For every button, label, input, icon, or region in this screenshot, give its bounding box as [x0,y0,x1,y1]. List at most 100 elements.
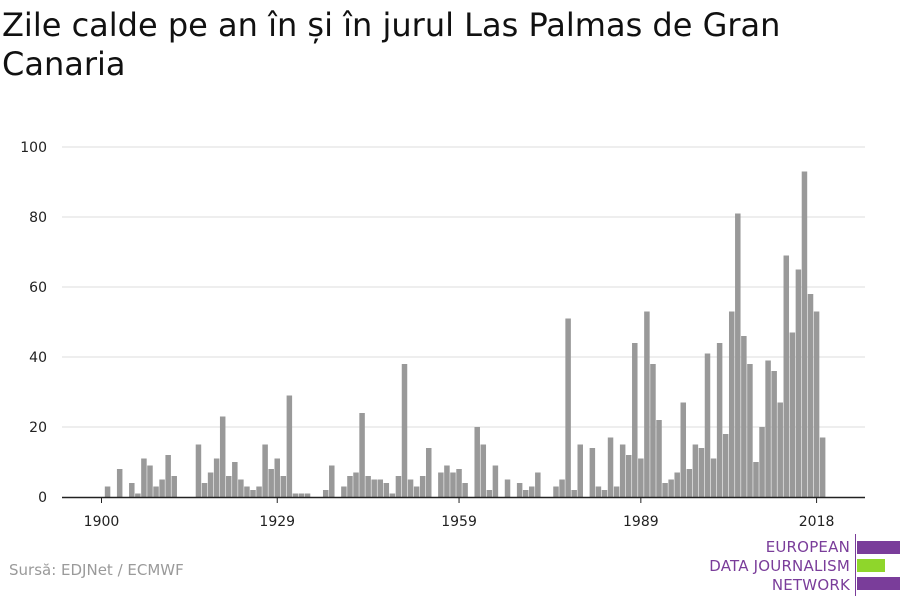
bar-1993 [662,483,668,497]
x-tick-label: 1929 [259,514,295,530]
bar-1998 [692,444,699,497]
logo-bar-top [857,541,900,554]
bar-1987 [625,455,632,497]
y-tick-label: 100 [20,140,47,156]
y-tick-label: 60 [29,280,47,296]
bar-1930 [280,476,287,497]
bar-1975 [553,486,559,497]
bar-1946 [377,479,384,497]
bar-1938 [329,465,335,497]
bar-1971 [529,486,535,497]
bar-undefined [819,437,826,497]
bar-1978 [571,490,577,497]
bar-1982 [595,486,602,497]
bar-1910 [159,479,165,497]
bar-1928 [268,469,274,497]
bar-1999 [698,448,705,497]
bar-2017 [807,294,814,497]
bar-1948 [389,493,396,497]
bar-1929 [274,458,280,497]
logo-divider [855,534,856,596]
logo-line-european: EUROPEAN [765,538,850,556]
x-axis-ticks: 1900 1929 1959 1989 2018 [84,497,835,530]
chart-title: Zile calde pe an în și în jurul Las Palm… [2,6,781,83]
bar-1992 [656,420,662,497]
bar-2018 [813,311,820,497]
bar-1906 [135,493,141,497]
bar-1921 [226,476,232,497]
bar-1941 [347,476,353,497]
bar-1925 [250,490,256,497]
bar-1909 [153,486,159,497]
bar-2008 [753,462,759,497]
bar-1920 [219,416,226,497]
bar-1950 [401,364,408,497]
bar-2004 [728,311,735,497]
bar-1996 [680,402,687,497]
bar-1945 [371,479,377,497]
logo-bar-middle [857,559,885,572]
bar-1927 [262,444,268,497]
bar-1926 [256,486,262,497]
bar-1940 [341,486,347,497]
bar-1943 [359,413,365,497]
bar-2016 [801,171,808,497]
bar-1959 [456,469,462,497]
bar-1965 [492,465,499,497]
bar-1907 [141,458,147,497]
bar-1964 [486,490,493,497]
bar-2005 [735,213,741,497]
bar-2006 [741,336,747,497]
y-tick-label: 40 [29,350,47,366]
bar-1916 [195,444,202,497]
bar-2009 [759,427,765,497]
bar-1994 [668,479,674,497]
bar-1911 [165,455,171,497]
bar-1983 [601,490,608,497]
logo-bar-bottom [857,577,900,590]
bar-1923 [238,479,244,497]
bar-1947 [383,483,390,497]
bar-2000 [704,353,711,497]
bar-2010 [765,360,771,497]
bar-1917 [201,483,208,497]
x-tick-label: 1959 [441,514,477,530]
bar-1953 [419,476,426,497]
y-tick-label: 0 [38,490,47,506]
bar-1977 [565,318,571,497]
bar-1997 [686,469,693,497]
bar-2015 [795,269,802,497]
logo-line-data-journalism: DATA JOURNALISM [709,557,850,575]
bar-1932 [292,493,299,497]
bar-1922 [232,462,238,497]
bar-1963 [480,444,487,497]
bar-2013 [783,255,790,497]
bar-1931 [286,395,293,497]
bar-1903 [116,469,123,497]
bar-1979 [577,444,583,497]
bar-1989 [638,458,644,497]
bar-1958 [450,472,456,497]
bar-1988 [632,343,638,497]
bar-1924 [244,486,250,497]
bar-1934 [304,493,311,497]
bar-2001 [710,458,717,497]
bar-1933 [298,493,305,497]
bar-1981 [589,448,596,497]
bar-1937 [322,490,329,497]
bar-1949 [395,476,402,497]
bar-2012 [777,402,783,497]
x-tick-label: 1900 [84,514,120,530]
bars [104,171,826,497]
bar-1951 [407,479,414,497]
bar-1995 [674,472,680,497]
bar-2002 [716,343,723,497]
x-tick-label: 2018 [799,514,835,530]
bar-1918 [207,472,214,497]
bar-1944 [365,476,371,497]
bar-1985 [613,486,620,497]
bar-1954 [425,448,432,497]
edjnet-logo: EUROPEAN DATA JOURNALISM NETWORK [700,534,900,596]
bar-2014 [789,332,796,497]
